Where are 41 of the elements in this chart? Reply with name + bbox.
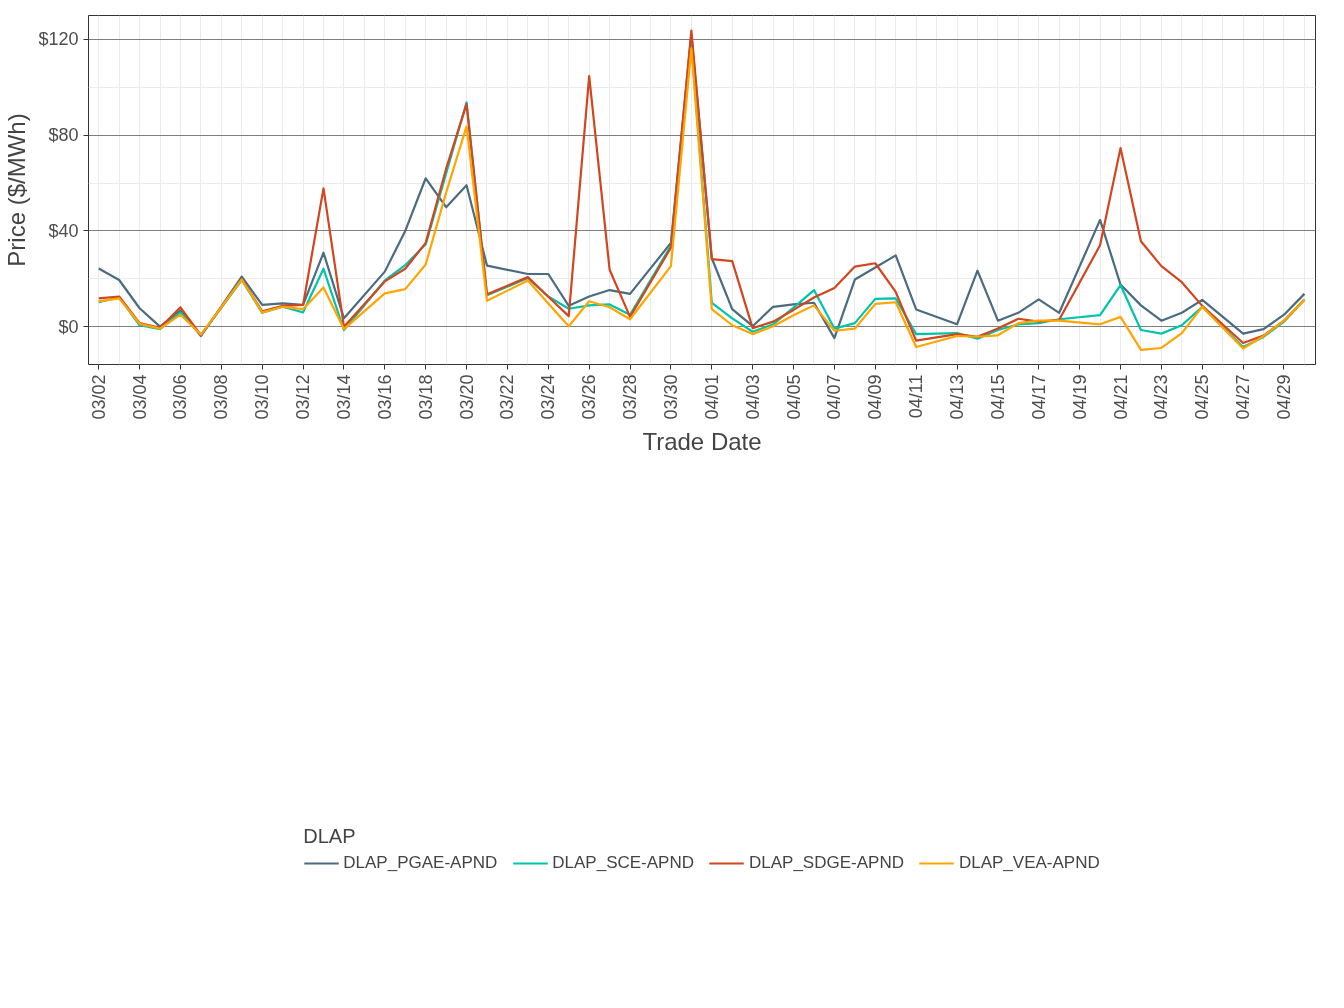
x-tick-label: 03/28 — [620, 374, 641, 420]
x-tick-label: 03/10 — [252, 374, 273, 420]
x-tick-label: 03/30 — [660, 374, 681, 420]
x-axis-title: Trade Date — [642, 427, 762, 455]
legend-label: DLAP_VEA-APND — [958, 852, 1100, 873]
y-tick-label: $120 — [38, 29, 79, 50]
legend-label: DLAP_SDGE-APND — [749, 852, 904, 873]
x-tick-label: 03/02 — [88, 374, 109, 420]
x-tick-label: 04/11 — [906, 374, 927, 419]
y-tick-label: $40 — [48, 220, 79, 241]
x-tick-label: 03/14 — [333, 374, 354, 420]
x-tick-label: 03/24 — [538, 374, 559, 420]
x-tick-label: 04/07 — [824, 374, 845, 420]
x-tick-label: 03/26 — [579, 374, 600, 420]
x-tick-label: 04/19 — [1069, 374, 1090, 420]
x-tick-label: 03/22 — [497, 374, 518, 420]
x-tick-label: 03/16 — [374, 374, 395, 420]
x-tick-label: 04/17 — [1028, 374, 1049, 420]
x-tick-label: 03/06 — [170, 374, 191, 420]
x-tick-label: 04/15 — [987, 374, 1008, 420]
y-tick-label: $0 — [58, 316, 79, 337]
x-tick-label: 04/25 — [1192, 374, 1213, 420]
x-tick-label: 04/13 — [947, 374, 968, 420]
x-tick-label: 04/23 — [1151, 374, 1172, 420]
legend-label: DLAP_SCE-APND — [552, 852, 694, 873]
y-tick-label: $80 — [48, 125, 79, 146]
x-tick-label: 04/03 — [742, 374, 763, 420]
x-tick-label: 03/08 — [211, 374, 232, 420]
x-tick-label: 04/09 — [865, 374, 886, 420]
x-tick-label: 04/29 — [1273, 374, 1294, 420]
x-tick-label: 04/21 — [1110, 374, 1131, 420]
x-tick-label: 03/12 — [293, 374, 314, 420]
x-tick-label: 04/01 — [701, 374, 722, 420]
legend-title: DLAP — [303, 824, 357, 848]
y-axis-title: Price ($/MWh) — [3, 113, 31, 267]
x-tick-label: 04/27 — [1233, 374, 1254, 420]
x-tick-label: 03/20 — [456, 374, 477, 420]
legend-label: DLAP_PGAE-APND — [343, 852, 498, 873]
x-tick-label: 04/05 — [783, 374, 804, 420]
x-tick-label: 03/04 — [129, 374, 150, 420]
x-tick-label: 03/18 — [415, 374, 436, 420]
